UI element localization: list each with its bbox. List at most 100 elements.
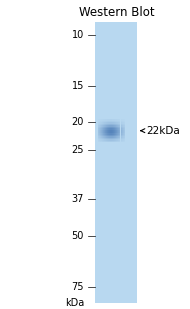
Bar	[112, 119, 113, 121]
Bar	[102, 128, 103, 130]
Bar	[123, 130, 124, 131]
Bar	[120, 128, 121, 130]
Bar	[110, 119, 111, 121]
Bar	[112, 141, 113, 142]
Bar	[120, 136, 121, 138]
Bar	[112, 131, 113, 133]
Bar	[106, 133, 107, 134]
Bar	[105, 130, 106, 131]
Bar	[116, 127, 117, 128]
Bar	[98, 125, 99, 127]
Text: 10: 10	[72, 30, 84, 40]
Bar	[119, 134, 120, 136]
Bar	[118, 138, 119, 139]
Bar	[113, 130, 114, 131]
Bar	[120, 139, 121, 141]
Bar	[111, 138, 112, 139]
Bar	[108, 133, 109, 134]
Bar	[111, 125, 112, 127]
Bar	[105, 127, 106, 128]
Bar	[100, 138, 101, 139]
Bar	[102, 134, 103, 136]
Bar	[120, 119, 121, 121]
Bar	[101, 134, 102, 136]
Bar	[111, 141, 112, 142]
Text: kDa: kDa	[65, 298, 84, 308]
Bar	[101, 124, 102, 125]
Bar	[101, 136, 102, 138]
Bar	[98, 141, 99, 142]
Bar	[122, 131, 123, 133]
Bar	[107, 124, 108, 125]
Bar	[117, 127, 118, 128]
Bar	[95, 22, 137, 303]
Bar	[110, 122, 111, 124]
Bar	[117, 141, 118, 142]
Bar	[120, 141, 121, 142]
Bar	[115, 134, 116, 136]
Bar	[118, 119, 119, 121]
Bar	[98, 134, 99, 136]
Bar	[117, 125, 118, 127]
Bar	[99, 131, 100, 133]
Bar	[119, 131, 120, 133]
Bar	[115, 124, 116, 125]
Bar	[119, 121, 120, 122]
Bar	[110, 133, 111, 134]
Bar	[122, 127, 123, 128]
Bar	[109, 133, 110, 134]
Bar	[122, 133, 123, 134]
Bar	[102, 124, 103, 125]
Bar	[120, 124, 121, 125]
Bar	[122, 136, 123, 138]
Bar	[122, 134, 123, 136]
Text: Western Blot: Western Blot	[79, 6, 155, 19]
Bar	[98, 122, 99, 124]
Bar	[98, 119, 99, 121]
Bar	[117, 138, 118, 139]
Bar	[116, 119, 117, 121]
Bar	[102, 130, 103, 131]
Bar	[103, 119, 104, 121]
Bar	[123, 138, 124, 139]
Bar	[113, 125, 114, 127]
Bar	[119, 122, 120, 124]
Bar	[102, 122, 103, 124]
Bar	[120, 130, 121, 131]
Bar	[110, 121, 111, 122]
Bar	[110, 139, 111, 141]
Bar	[119, 138, 120, 139]
Bar	[115, 119, 116, 121]
Bar	[123, 141, 124, 142]
Bar	[106, 138, 107, 139]
Bar	[118, 124, 119, 125]
Bar	[107, 121, 108, 122]
Bar	[101, 131, 102, 133]
Bar	[119, 128, 120, 130]
Bar	[99, 134, 100, 136]
Bar	[107, 125, 108, 127]
Bar	[101, 121, 102, 122]
Bar	[115, 139, 116, 141]
Bar	[101, 127, 102, 128]
Bar	[111, 134, 112, 136]
Bar	[102, 139, 103, 141]
Bar	[113, 136, 114, 138]
Bar	[120, 138, 121, 139]
Bar	[118, 128, 119, 130]
Bar	[115, 122, 116, 124]
Bar	[102, 136, 103, 138]
Text: 37: 37	[72, 194, 84, 204]
Bar	[100, 133, 101, 134]
Bar	[117, 139, 118, 141]
Bar	[116, 138, 117, 139]
Text: 20: 20	[72, 116, 84, 127]
Bar	[117, 133, 118, 134]
Bar	[108, 136, 109, 138]
Bar	[111, 119, 112, 121]
Bar	[112, 128, 113, 130]
Bar	[116, 121, 117, 122]
Bar	[105, 138, 106, 139]
Bar	[105, 131, 106, 133]
Bar	[100, 124, 101, 125]
